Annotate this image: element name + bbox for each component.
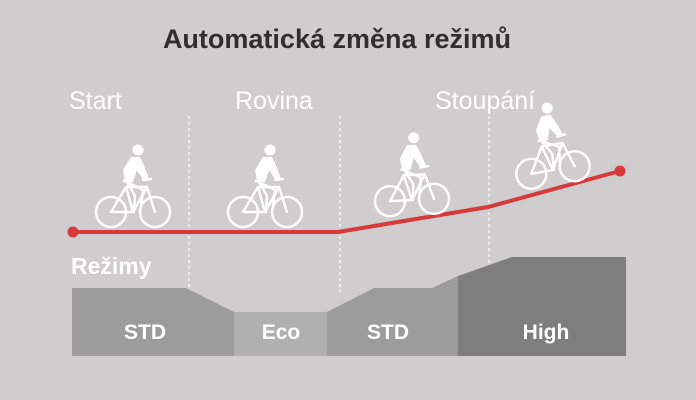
mode-block-std-2: [327, 276, 458, 356]
mode-label-eco: Eco: [262, 321, 301, 344]
mode-label-std-1: STD: [124, 321, 166, 344]
mode-label-high: High: [523, 321, 570, 344]
section-label-climb: Stoupání: [435, 87, 535, 115]
route-profile-line: [71, 169, 622, 234]
modes-label: Režimy: [71, 253, 152, 279]
route-end-dot: [614, 165, 626, 177]
cyclist-icon: [94, 143, 172, 229]
section-label-start: Start: [69, 87, 122, 115]
diagram-title: Automatická změna režimů: [163, 24, 511, 54]
mode-block-eco: [234, 312, 327, 356]
mode-label-std-2: STD: [367, 321, 409, 344]
route-start-dot: [67, 226, 79, 238]
mode-block-std-1: [72, 288, 234, 356]
cyclist-icon: [370, 129, 451, 219]
mode-block-high: [458, 257, 626, 356]
section-label-flat: Rovina: [235, 87, 313, 115]
cyclist-icon: [226, 143, 304, 229]
